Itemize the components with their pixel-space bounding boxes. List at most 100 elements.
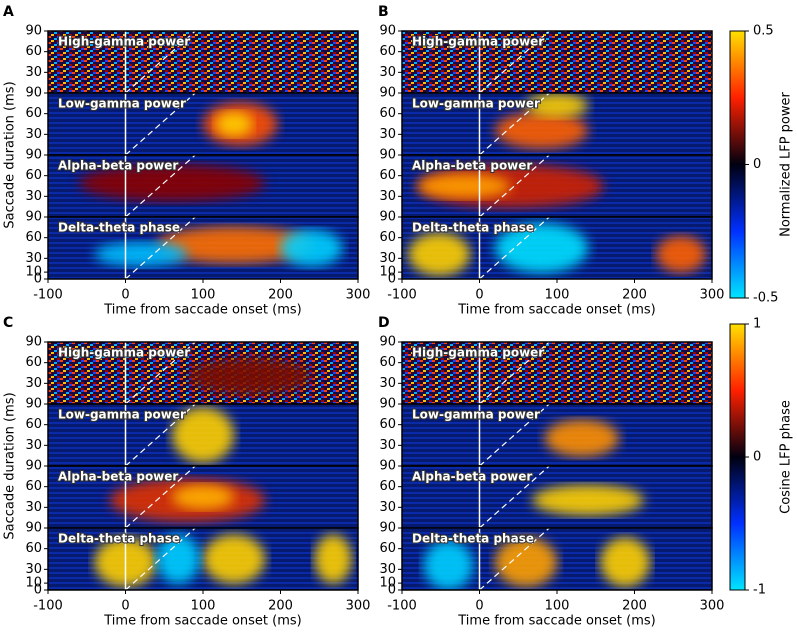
colorbar-label: Cosine LFP phase: [779, 400, 794, 514]
heatmap-panel: [402, 466, 712, 528]
x-axis-label: Time from saccade onset (ms): [103, 303, 302, 318]
y-tick-label: 90: [25, 397, 42, 412]
y-tick-label: 90: [379, 459, 396, 474]
heatmap-panel: [48, 404, 358, 466]
y-tick-label: 30: [25, 500, 42, 515]
subplot-title: Low-gamma power: [58, 97, 186, 111]
duration-line: [125, 217, 196, 279]
y-tick-label: 90: [379, 210, 396, 225]
y-tick-label: 10: [25, 576, 42, 591]
duration-line: [125, 93, 196, 155]
y-tick-label: 60: [25, 106, 42, 121]
heatmap-panel: [48, 528, 358, 590]
y-tick-label: 30: [379, 500, 396, 515]
heatmap-blob: [656, 235, 706, 273]
y-tick-label: 60: [25, 355, 42, 370]
colorbar-tick-label: -1: [753, 583, 766, 598]
heatmap-panel: [48, 31, 358, 93]
panel-letter: D: [378, 315, 390, 331]
x-tick-label: 300: [346, 599, 371, 614]
duration-line: [479, 466, 550, 528]
heatmap-bg: [48, 31, 358, 93]
y-tick-label: 10: [379, 265, 396, 280]
duration-line: [479, 528, 550, 590]
colorbar-tick-label: 1: [753, 317, 761, 332]
heatmap-panel: [402, 155, 712, 217]
y-tick-label: 60: [379, 541, 396, 556]
subplot-title: High-gamma power: [58, 35, 190, 49]
x-tick-label: -100: [387, 599, 417, 614]
heatmap-blob: [314, 534, 352, 584]
x-tick-label: 0: [121, 599, 129, 614]
y-tick-label: 30: [379, 251, 396, 266]
heatmap-panel: [402, 404, 712, 466]
subplot-title: Delta-theta phase: [58, 532, 180, 546]
heatmap-blob: [94, 241, 188, 267]
panel-letter: B: [378, 4, 389, 20]
y-tick-label: 90: [25, 521, 42, 536]
y-tick-label: 30: [379, 127, 396, 142]
heatmap-blob: [423, 540, 474, 590]
y-tick-label: 60: [379, 106, 396, 121]
x-tick-label: 100: [545, 599, 570, 614]
colorbar-tick-label: 0: [753, 450, 761, 465]
y-tick-label: 60: [25, 479, 42, 494]
heatmap-panel: [48, 217, 358, 279]
subplot-title: Delta-theta phase: [58, 221, 180, 235]
y-tick-label: 90: [379, 24, 396, 39]
heatmap-blob: [417, 173, 511, 199]
x-tick-label: -100: [33, 599, 63, 614]
y-tick-label: 60: [25, 44, 42, 59]
subplot-title: Low-gamma power: [412, 408, 540, 422]
y-tick-label: 0: [34, 272, 42, 287]
heatmap-bg: [402, 31, 712, 93]
x-tick-label: 200: [268, 288, 293, 303]
y-tick-label: 90: [379, 397, 396, 412]
y-tick-label: 60: [379, 479, 396, 494]
y-tick-label: 30: [25, 251, 42, 266]
y-tick-label: 60: [379, 44, 396, 59]
colorbar-label: Normalized LFP power: [779, 91, 794, 236]
heatmap-blob: [280, 229, 343, 267]
heatmap-blob: [495, 537, 557, 587]
y-tick-label: 60: [379, 230, 396, 245]
y-tick-label: 90: [25, 459, 42, 474]
heatmap-blob: [172, 407, 234, 463]
y-tick-label: 30: [379, 438, 396, 453]
heatmap-panel: [48, 466, 358, 528]
y-tick-label: 30: [379, 189, 396, 204]
y-tick-label: 60: [25, 230, 42, 245]
y-tick-label: 90: [379, 335, 396, 350]
heatmap-blob: [600, 537, 650, 587]
y-tick-label: 90: [25, 210, 42, 225]
y-tick-label: 30: [25, 376, 42, 391]
y-tick-label: 60: [379, 355, 396, 370]
duration-line: [479, 342, 550, 404]
y-tick-label: 60: [379, 417, 396, 432]
colorbar-tick-label: 0: [753, 157, 761, 172]
subplot-title: Alpha-beta power: [412, 470, 532, 484]
x-tick-label: 200: [622, 288, 647, 303]
heatmap-panel: [48, 342, 358, 404]
y-tick-label: 0: [388, 272, 396, 287]
subplot-title: Alpha-beta power: [412, 159, 532, 173]
heatmap-panel: [402, 342, 712, 404]
colorbar: [729, 30, 746, 299]
y-tick-label: 90: [379, 521, 396, 536]
x-tick-label: 100: [545, 288, 570, 303]
x-axis-label: Time from saccade onset (ms): [457, 614, 656, 629]
panel-letter: A: [3, 4, 14, 20]
subplot-title: Low-gamma power: [412, 97, 540, 111]
duration-line: [479, 155, 550, 217]
y-tick-label: 60: [25, 417, 42, 432]
heatmap-blob: [203, 534, 265, 584]
y-tick-label: 90: [25, 86, 42, 101]
duration-line: [125, 342, 196, 404]
subplot-title: Alpha-beta power: [58, 470, 178, 484]
y-tick-label: 60: [25, 541, 42, 556]
y-tick-label: 0: [34, 583, 42, 598]
subplot-title: Alpha-beta power: [58, 159, 178, 173]
heatmap-bg: [402, 342, 712, 404]
heatmap-panel: [402, 217, 712, 279]
x-tick-label: 300: [346, 288, 371, 303]
